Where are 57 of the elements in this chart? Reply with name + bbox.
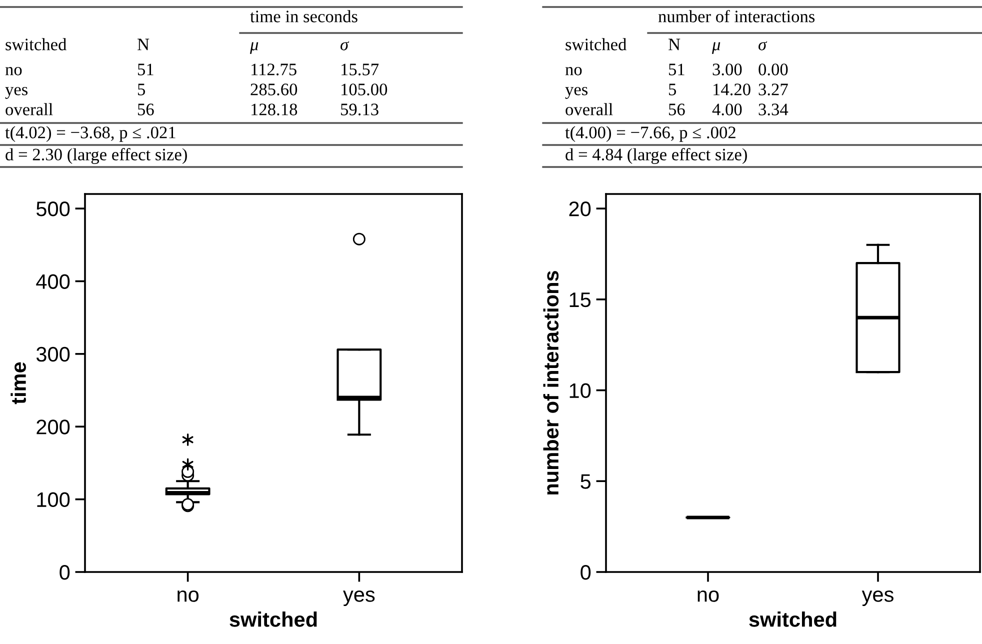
text: 14.20	[714, 84, 750, 96]
text: μ	[250, 42, 258, 54]
text: N	[668, 38, 680, 50]
text: switched	[566, 38, 626, 50]
y-tick-label: 0	[60, 565, 70, 580]
text: 5	[138, 84, 145, 96]
text: number of interactions	[658, 10, 815, 22]
x-axis-title: switched	[230, 612, 317, 627]
text: 0.00	[758, 64, 788, 76]
text: μ	[712, 42, 720, 54]
y-tick-label: 300	[36, 346, 70, 362]
text: 56	[669, 104, 685, 116]
text: 3.00	[712, 64, 742, 76]
x-tick-label: no	[178, 590, 199, 602]
y-axis-title: number of interactions	[543, 270, 559, 494]
x-tick-label: no	[698, 590, 719, 602]
text: 105.00	[342, 84, 388, 96]
x-axis-title: switched	[749, 612, 836, 627]
y-tick-label: 5	[580, 474, 591, 489]
y-axis-title: time	[10, 362, 26, 404]
text: switched	[6, 38, 66, 50]
text: overall	[6, 103, 53, 116]
text: N	[138, 38, 150, 50]
x-tick-label: yes	[862, 590, 894, 606]
text: 51	[669, 64, 684, 76]
y-tick-label: 15	[570, 292, 591, 308]
text: 15.57	[342, 64, 379, 76]
text: no	[565, 66, 582, 76]
text: σ	[758, 41, 768, 50]
text: 56	[138, 104, 154, 116]
text: yes	[5, 86, 28, 99]
y-tick-label: 10	[570, 383, 591, 398]
text: time in seconds	[250, 10, 358, 22]
y-tick-label: 400	[36, 274, 70, 289]
text: d = 2.30 (large effect size)	[6, 148, 187, 164]
text: t(4.02) = −3.68, p ≤ .021	[5, 126, 176, 142]
text: 5	[669, 84, 676, 96]
text: 4.00	[712, 104, 742, 116]
text: 3.34	[758, 104, 788, 116]
x-tick-label: yes	[343, 590, 375, 606]
text: no	[5, 66, 22, 76]
y-tick-label: 200	[36, 420, 70, 434]
text: d = 4.84 (large effect size)	[566, 148, 747, 164]
y-tick-label: 0	[580, 565, 591, 580]
text: 112.75	[252, 64, 296, 76]
text: 128.18	[252, 104, 298, 116]
text: 285.60	[250, 84, 298, 96]
text: yes	[565, 86, 588, 99]
y-tick-label: 20	[569, 202, 591, 216]
text: σ	[340, 41, 350, 50]
text: 59.13	[341, 104, 378, 116]
text: 3.27	[758, 84, 788, 96]
y-tick-label: 100	[37, 492, 70, 508]
text: t(4.00) = −7.66, p ≤ .002	[565, 126, 736, 142]
text: 51	[138, 64, 154, 76]
y-tick-label: 500	[36, 202, 70, 216]
text: overall	[566, 103, 613, 116]
